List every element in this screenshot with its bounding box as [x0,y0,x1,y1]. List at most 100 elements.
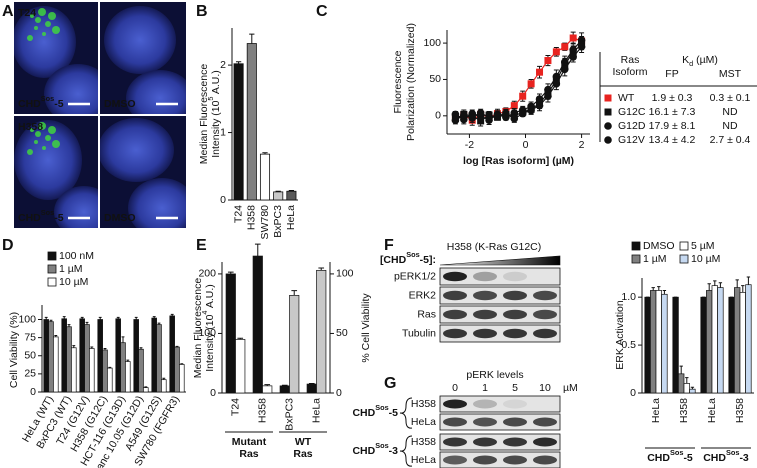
blot-band [533,328,557,339]
bar [156,324,162,393]
bar [143,387,149,393]
cell-line-label: H358 [18,121,43,133]
axis-label-part: 4 [200,310,209,314]
blot-band [443,328,467,339]
bar [43,319,49,393]
marker [552,48,560,56]
bar [102,349,108,393]
error-bar [108,366,112,369]
bar [115,318,121,393]
error-bar [235,61,242,64]
probe-spot [52,26,60,34]
table-cell: ND [722,106,738,118]
panel-letter: B [196,3,208,20]
marker [493,112,502,120]
error-bar [275,190,281,192]
blot-band [503,271,527,282]
y-tick-label: 100 [423,37,441,49]
bar [169,315,175,393]
bar [235,339,246,394]
legend-swatch [47,277,57,287]
blot-band [503,328,527,339]
bar [728,296,735,394]
bar [246,43,257,201]
x-tick-label: T24 [232,205,244,223]
y-tick-label: 0 [210,387,216,399]
blot-row [439,324,561,343]
axis-label: Fluorescence [392,50,404,113]
error-bar [90,346,94,349]
blot-band [503,455,527,465]
bar [97,319,103,393]
group-label: Mutant [232,436,267,448]
group-label: WT [295,436,312,448]
marker [519,92,527,100]
bar [745,284,752,394]
probe-label-part: -5 [54,212,63,224]
x-tick-label: HeLa [650,398,662,423]
error-bar [308,382,315,385]
y-tick-label: 100 [198,327,216,339]
bar [286,190,297,201]
marker [569,53,577,61]
legend-swatch [47,264,57,274]
x-tick-label: 0 [523,139,529,151]
marker [569,34,577,42]
group-probe-label-part: CHD [352,445,375,457]
blot-row [439,286,561,305]
legend-swatch [47,251,57,261]
table-cell: 0.3 ± 0.1 [710,92,751,104]
series-line [455,44,582,122]
marker [560,65,569,74]
error-bar [157,322,161,325]
legend-swatch [631,241,641,251]
cell-line-label: T24 [18,7,36,19]
y-tick-label: 25 [24,368,36,380]
marker [604,136,612,144]
bar [711,285,718,394]
blot-row [439,305,561,324]
probe-label-part: CHD [18,212,41,224]
blot-row-label: H358 [411,436,436,448]
error-bar [690,386,695,390]
bar [739,292,746,394]
micrograph [14,116,98,228]
marker [577,42,586,51]
bar [161,379,167,393]
error-bar [44,316,48,320]
panel-letter: F [384,237,394,254]
table-cell: 2.7 ± 0.4 [710,134,751,146]
error-bar [262,152,268,155]
marker [468,114,477,122]
bar [650,290,657,394]
bar [125,361,131,393]
blot-band [473,399,497,409]
y-tick-label: 0.5 [621,339,636,351]
group-label: Ras [239,448,258,460]
error-bar [707,283,711,291]
blot-band [473,437,497,447]
group-label-part: Sos [726,448,739,457]
bar [174,346,180,393]
marker [477,117,485,125]
table-cell: G12D [618,120,646,132]
error-bar [657,286,661,291]
bar [151,317,157,393]
bar [273,191,284,201]
bar [107,367,113,393]
dose-label-part: Sos [406,250,419,259]
bar [252,255,263,394]
blot-band [533,437,557,447]
series-line [455,37,582,121]
bar [138,348,144,393]
blot-band [443,271,467,282]
error-bar [116,316,120,319]
bar [66,326,72,393]
axis-label: % Cell Viability [360,293,372,363]
bar [225,273,236,394]
micrograph [100,2,186,114]
y-tick-label: 1 [220,126,226,138]
probe-spot [52,140,60,148]
group-probe-label-part: -3 [389,445,398,457]
error-bar [67,324,71,327]
